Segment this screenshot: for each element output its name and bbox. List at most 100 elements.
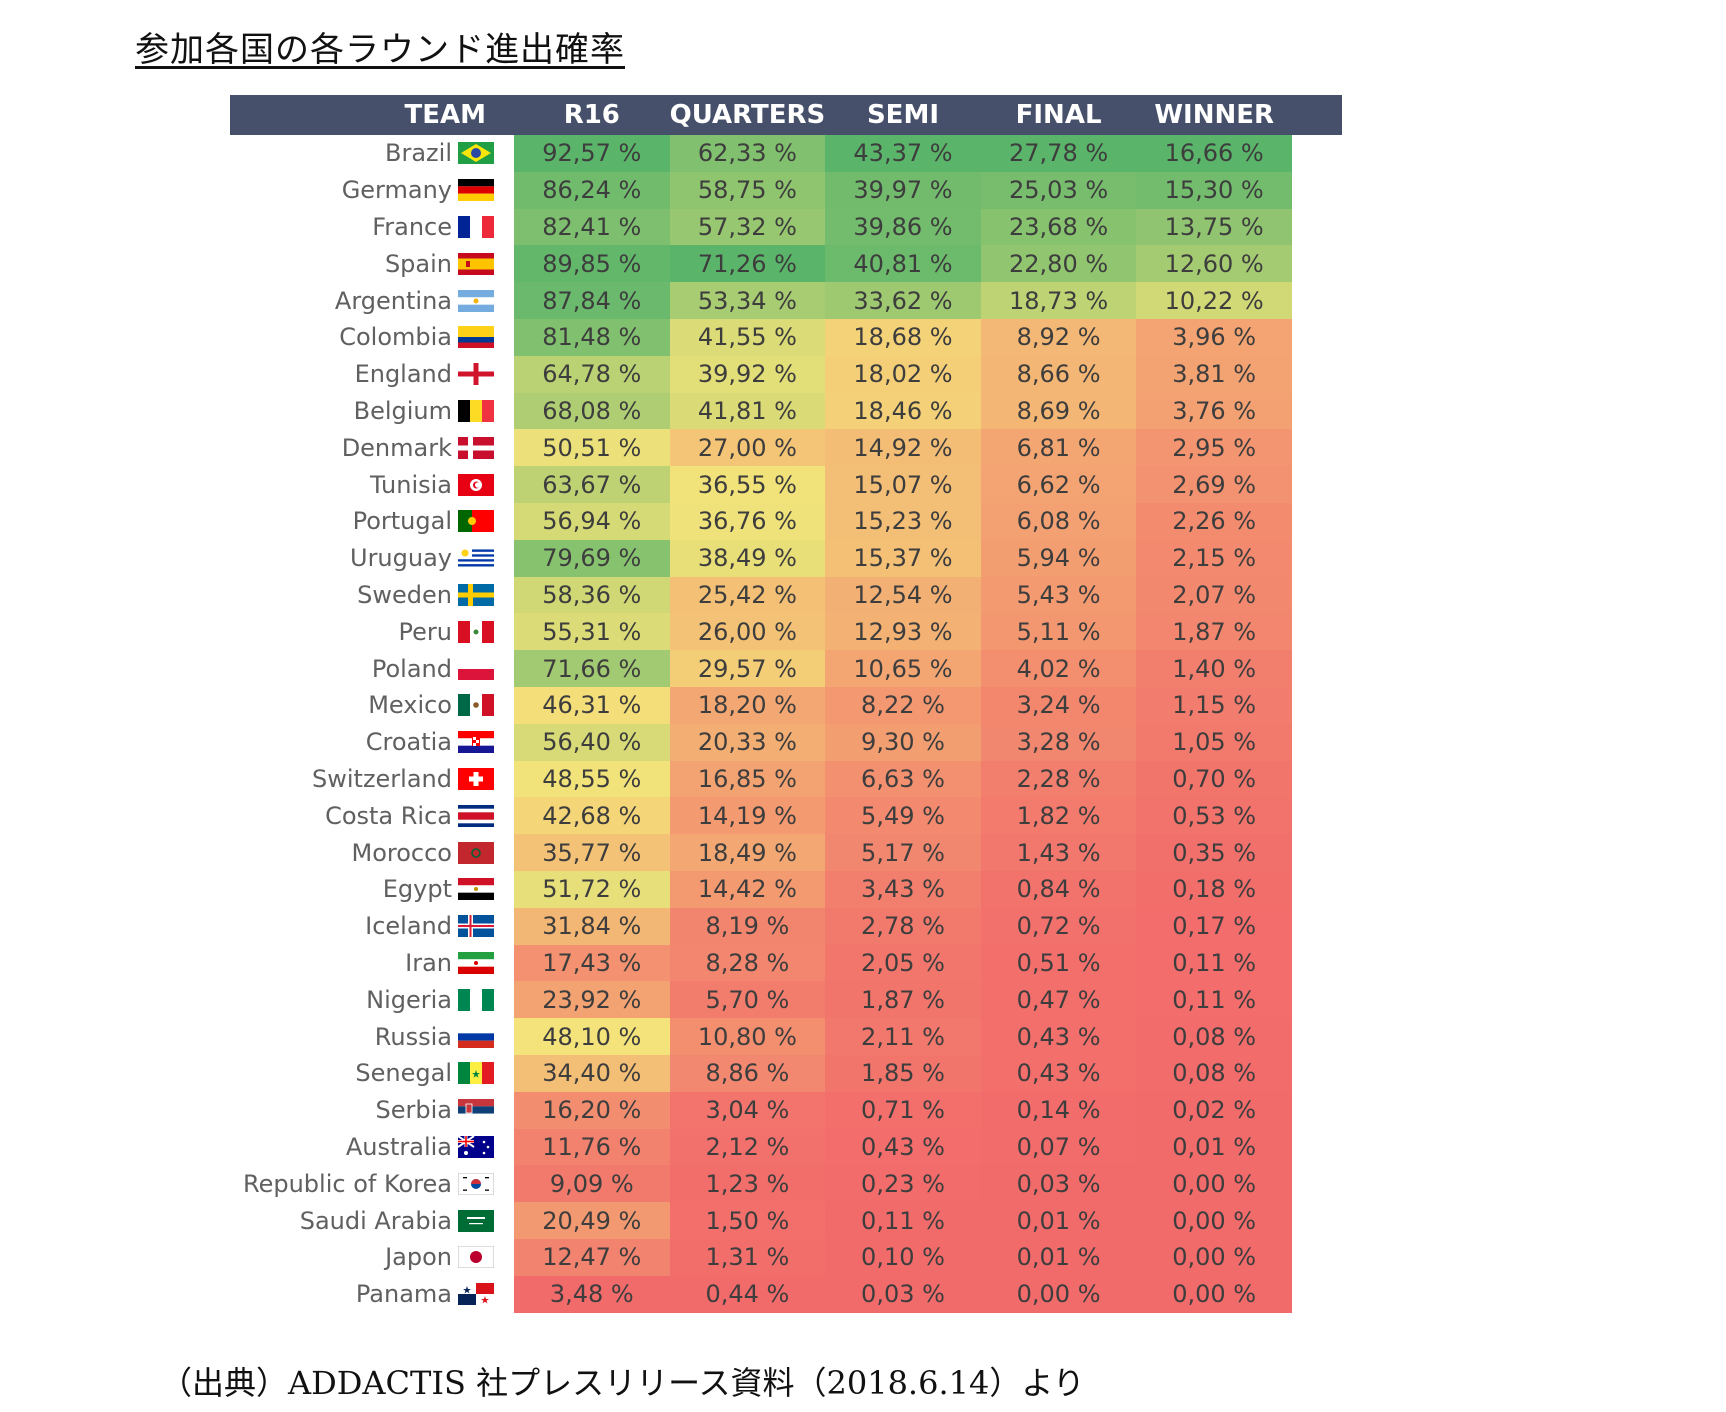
value-cell-semi: 18,68 %	[825, 318, 981, 356]
iran-flag-icon	[458, 951, 494, 974]
table-row: Mexico 46,31 % 18,20 % 8,22 % 3,24 % 1,15 %	[230, 686, 1342, 724]
value-cell-r16: 48,55 %	[514, 760, 670, 798]
table-row: Croatia 56,40 % 20,33 % 9,30 % 3,28 % 1,05 %	[230, 723, 1342, 761]
probability-table: TEAM R16 QUARTERS SEMI FINAL WINNER Braz…	[230, 95, 1342, 1313]
table-row: Costa Rica 42,68 % 14,19 % 5,49 % 1,82 % 0,53…	[230, 797, 1342, 835]
header-winner: WINNER	[1154, 100, 1274, 130]
value-cell-winner: 1,40 %	[1136, 650, 1292, 687]
uruguay-flag-icon	[458, 547, 494, 570]
team-cell: Portugal	[230, 503, 514, 540]
value-cell-r16: 56,40 %	[514, 723, 670, 761]
team-cell: Peru	[230, 613, 514, 650]
value-cell-final: 22,80 %	[980, 245, 1137, 283]
value-cell-r16: 86,24 %	[514, 171, 670, 209]
team-name: Germany	[341, 176, 452, 205]
switzerland-flag-icon	[458, 767, 494, 790]
value-cell-winner: 0,35 %	[1136, 834, 1292, 871]
value-cell-r16: 56,94 %	[514, 502, 670, 540]
team-name: Belgium	[353, 396, 452, 425]
team-cell: Serbia	[230, 1092, 514, 1129]
team-name: Serbia	[375, 1096, 452, 1125]
team-name: Brazil	[385, 139, 452, 168]
team-name: Nigeria	[366, 985, 452, 1014]
value-cell-winner: 0,70 %	[1136, 760, 1292, 798]
team-name: Argentina	[334, 286, 452, 315]
croatia-flag-icon	[458, 731, 494, 754]
value-cell-final: 6,08 %	[980, 502, 1137, 540]
value-cell-final: 6,81 %	[980, 429, 1137, 467]
value-cell-winner: 3,96 %	[1136, 318, 1292, 356]
value-cell-semi: 1,87 %	[825, 981, 981, 1019]
value-cell-winner: 2,26 %	[1136, 502, 1292, 540]
nigeria-flag-icon	[458, 988, 494, 1011]
team-cell: Switzerland	[230, 761, 514, 798]
value-cell-semi: 9,30 %	[825, 723, 981, 761]
brazil-flag-icon	[458, 142, 494, 165]
table-row: Australia 11,76 % 2,12 % 0,43 % 0,07 % 0,01 %	[230, 1128, 1342, 1166]
team-cell: Russia	[230, 1018, 514, 1055]
value-cell-semi: 0,43 %	[825, 1128, 981, 1166]
value-cell-quarters: 14,19 %	[669, 797, 826, 835]
table-row: Colombia 81,48 % 41,55 % 18,68 % 8,92 % 3,96 …	[230, 318, 1342, 356]
value-cell-quarters: 0,44 %	[669, 1275, 826, 1313]
team-cell: Senegal	[230, 1055, 514, 1092]
team-name: Panama	[355, 1280, 452, 1309]
value-cell-winner: 10,22 %	[1136, 282, 1292, 319]
value-cell-final: 1,82 %	[980, 797, 1137, 835]
senegal-flag-icon	[458, 1062, 494, 1085]
table-row: France 82,41 % 57,32 % 39,86 % 23,68 % 13,75 …	[230, 208, 1342, 246]
team-cell: Argentina	[230, 282, 514, 319]
value-cell-quarters: 71,26 %	[669, 245, 826, 283]
value-cell-winner: 1,05 %	[1136, 723, 1292, 761]
value-cell-winner: 1,15 %	[1136, 686, 1292, 724]
table-row: Belgium 68,08 % 41,81 % 18,46 % 8,69 % 3,76 %	[230, 392, 1342, 430]
value-cell-r16: 35,77 %	[514, 834, 670, 871]
header-r16: R16	[563, 100, 620, 130]
team-cell: Iran	[230, 945, 514, 982]
value-cell-r16: 9,09 %	[514, 1165, 670, 1203]
value-cell-quarters: 29,57 %	[669, 650, 826, 687]
header-semi: SEMI	[866, 100, 939, 130]
value-cell-semi: 2,11 %	[825, 1018, 981, 1055]
value-cell-semi: 12,93 %	[825, 613, 981, 651]
morocco-flag-icon	[458, 841, 494, 864]
value-cell-winner: 0,08 %	[1136, 1018, 1292, 1055]
team-cell: Panama	[230, 1276, 514, 1313]
table-row: Panama 3,48 % 0,44 % 0,03 % 0,00 % 0,00 %	[230, 1275, 1342, 1313]
value-cell-r16: 92,57 %	[514, 135, 670, 172]
argentina-flag-icon	[458, 289, 494, 312]
value-cell-r16: 68,08 %	[514, 392, 670, 430]
value-cell-quarters: 1,50 %	[669, 1202, 826, 1239]
value-cell-semi: 0,11 %	[825, 1202, 981, 1239]
team-name: Colombia	[339, 323, 452, 352]
value-cell-r16: 20,49 %	[514, 1202, 670, 1239]
value-cell-final: 2,28 %	[980, 760, 1137, 798]
team-name: Japon	[385, 1243, 452, 1272]
value-cell-final: 0,84 %	[980, 870, 1137, 908]
team-name: Spain	[384, 249, 452, 278]
value-cell-final: 0,47 %	[980, 981, 1137, 1019]
team-name: Denmark	[341, 433, 452, 462]
team-name: Australia	[345, 1132, 452, 1161]
team-name: Mexico	[368, 691, 452, 720]
table-row: Spain 89,85 % 71,26 % 40,81 % 22,80 % 12,60 %	[230, 245, 1342, 283]
value-cell-r16: 12,47 %	[514, 1238, 670, 1276]
value-cell-r16: 31,84 %	[514, 907, 670, 945]
value-cell-quarters: 8,86 %	[669, 1054, 826, 1092]
table-row: Senegal 34,40 % 8,86 % 1,85 % 0,43 % 0,08 %	[230, 1054, 1342, 1092]
value-cell-final: 0,72 %	[980, 907, 1137, 945]
team-cell: Saudi Arabia	[230, 1202, 514, 1239]
value-cell-quarters: 41,81 %	[669, 392, 826, 430]
team-name: Costa Rica	[325, 801, 452, 830]
costa-rica-flag-icon	[458, 804, 494, 827]
value-cell-semi: 18,02 %	[825, 355, 981, 393]
table-header: TEAM R16 QUARTERS SEMI FINAL WINNER	[230, 95, 1342, 135]
team-name: Sweden	[357, 580, 452, 609]
value-cell-final: 8,92 %	[980, 318, 1137, 356]
value-cell-semi: 39,86 %	[825, 208, 981, 246]
value-cell-final: 4,02 %	[980, 650, 1137, 687]
tunisia-flag-icon	[458, 473, 494, 496]
table-row: Brazil 92,57 % 62,33 % 43,37 % 27,78 % 16,66 …	[230, 135, 1342, 172]
team-name: Iceland	[365, 912, 452, 941]
value-cell-quarters: 57,32 %	[669, 208, 826, 246]
